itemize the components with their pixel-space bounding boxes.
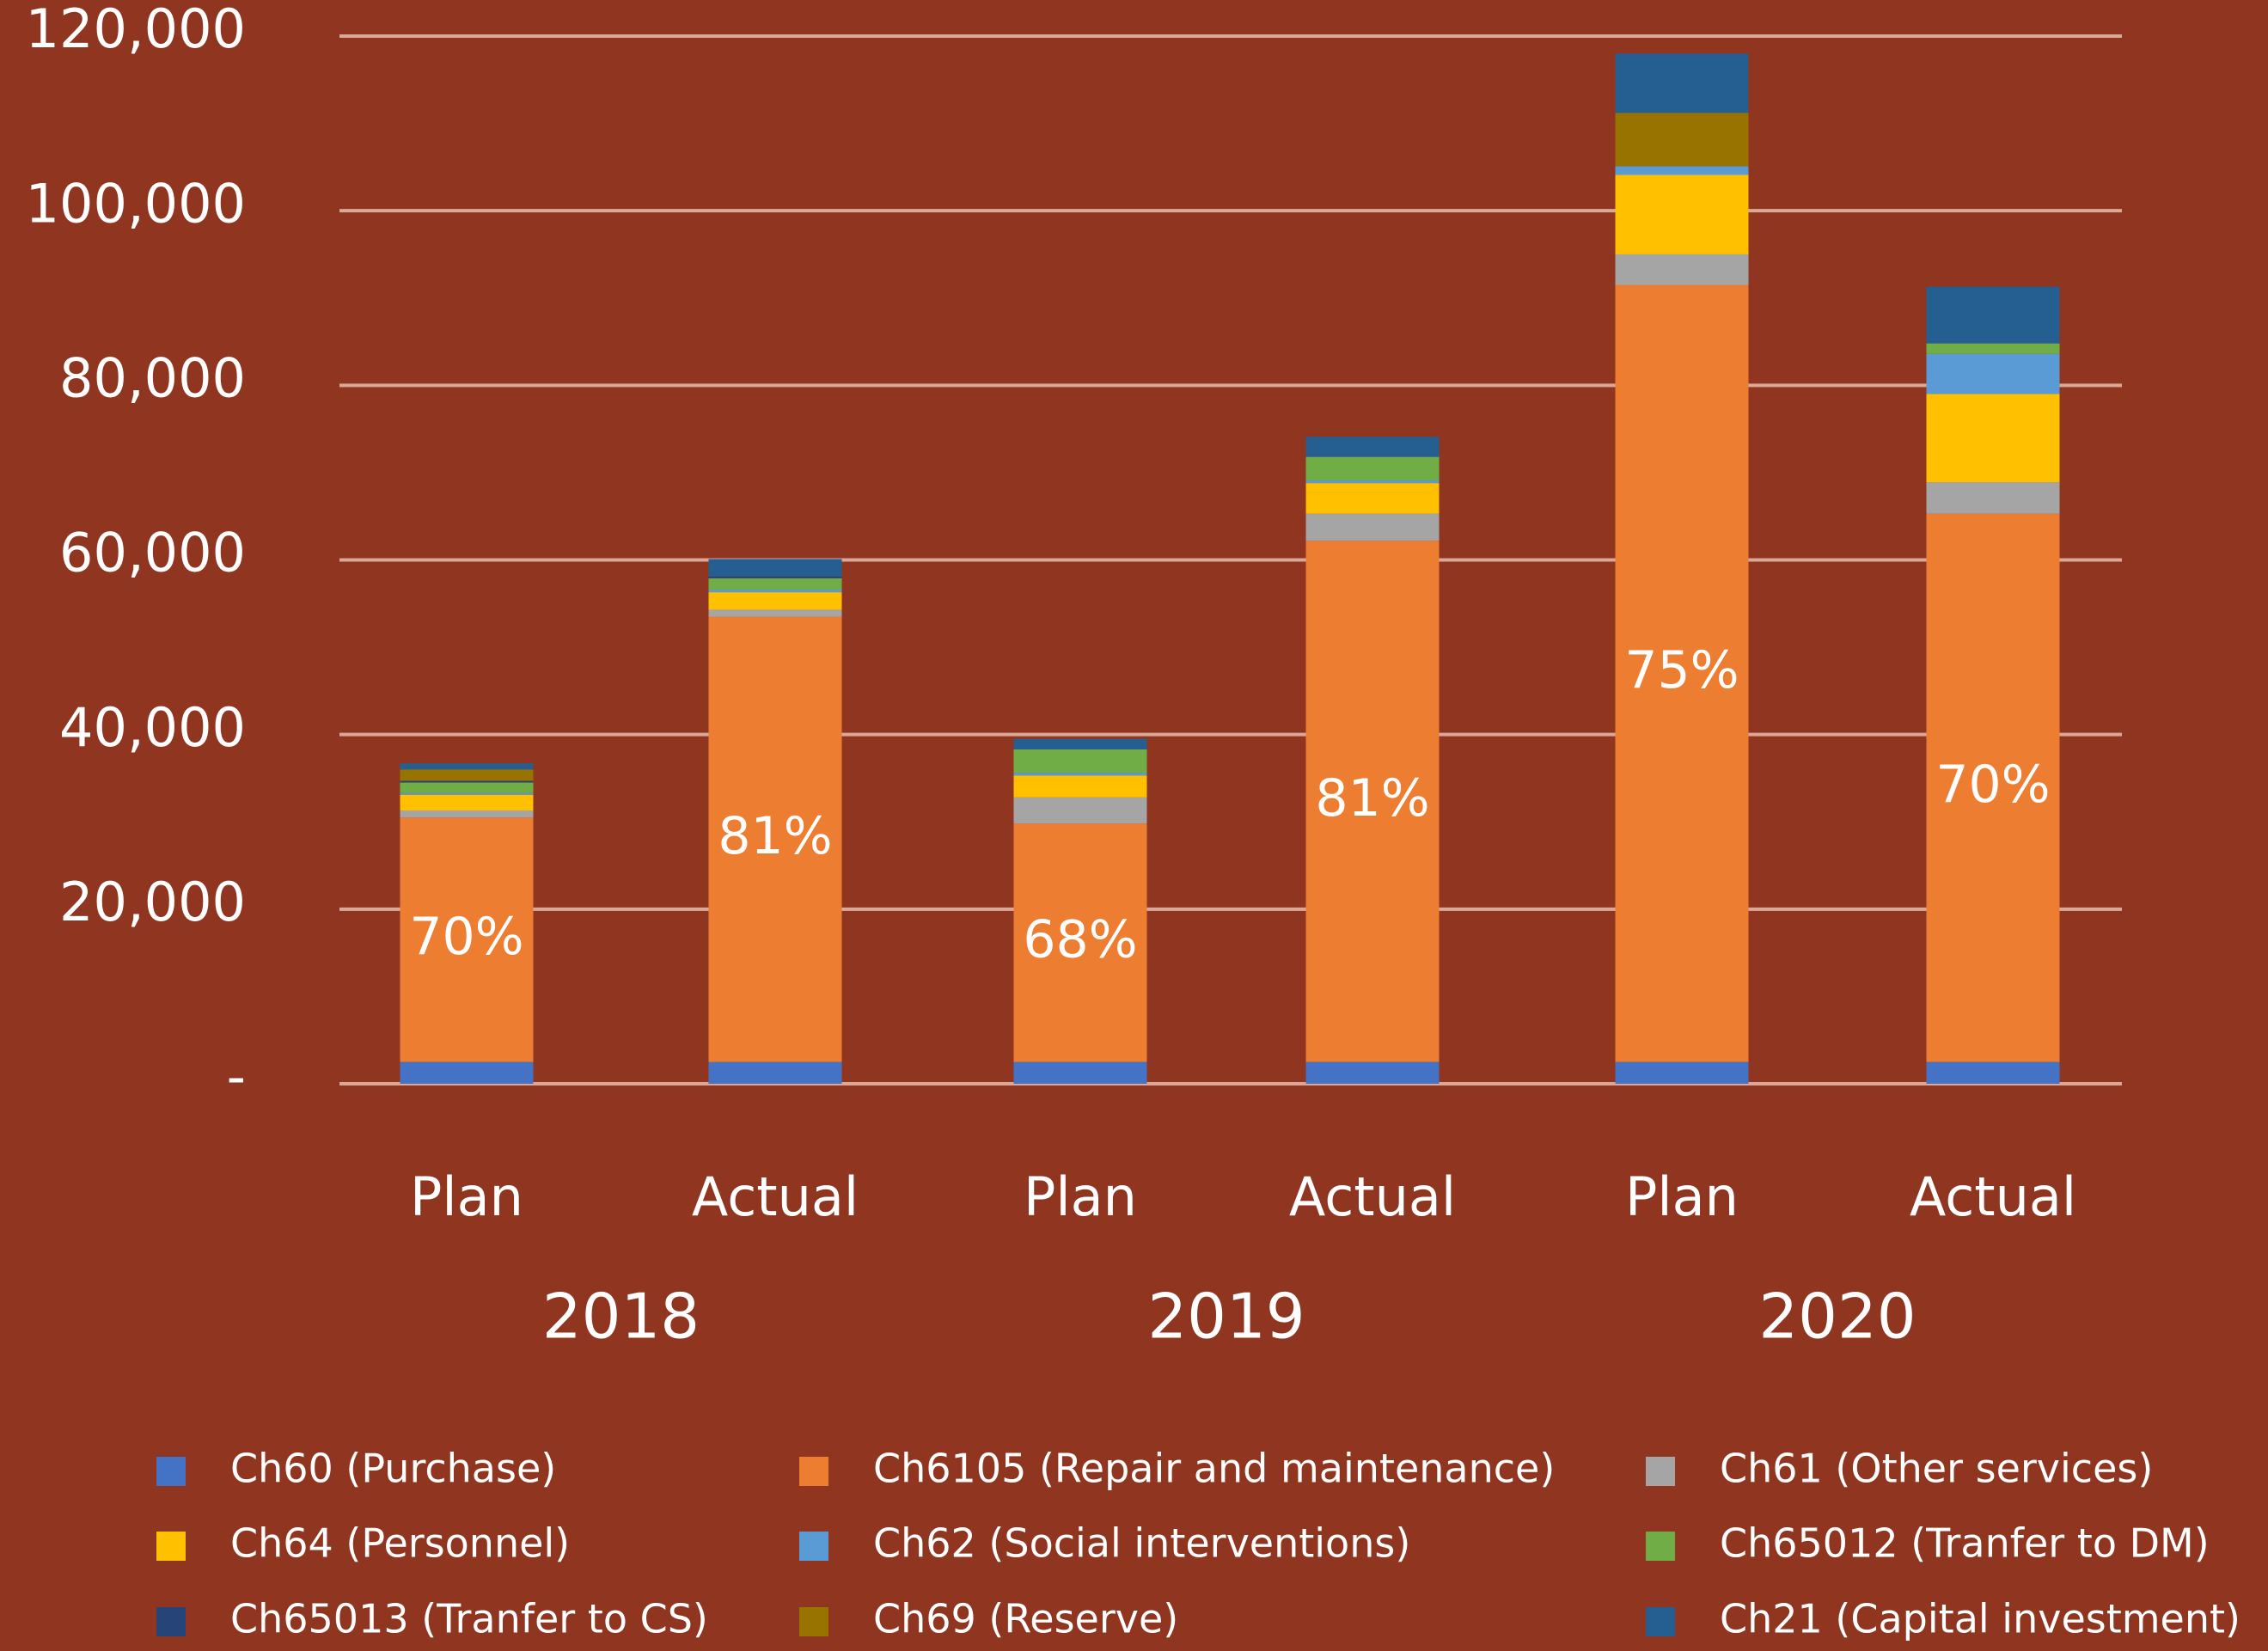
bar-segment <box>1926 482 2060 514</box>
share-label: 70% <box>1935 755 2050 815</box>
bar-segment <box>1305 1061 1440 1084</box>
legend-label: Ch21 (Capital investment) <box>1720 1596 2240 1642</box>
bar-segment <box>1013 797 1147 824</box>
legend-swatch <box>1646 1607 1675 1636</box>
group-label: 2018 <box>542 1281 700 1353</box>
y-tick-label: 20,000 <box>59 871 246 933</box>
bar-segment <box>1013 738 1147 749</box>
bar-segment <box>1013 773 1147 776</box>
bar-segment <box>1305 437 1440 457</box>
bar-segment <box>1013 775 1147 798</box>
bar-segment <box>400 780 534 783</box>
legend-label: Ch6105 (Repair and maintenance) <box>873 1446 1555 1492</box>
bar-segment <box>1615 174 1749 254</box>
legend-swatch <box>1646 1457 1675 1486</box>
legend-swatch <box>799 1457 828 1486</box>
y-tick-label: 60,000 <box>59 522 246 584</box>
share-label: 68% <box>1023 910 1137 970</box>
legend-label: Ch65012 (Tranfer to DM) <box>1720 1520 2210 1567</box>
legend-label: Ch60 (Purchase) <box>230 1446 556 1492</box>
bar-segment <box>1926 513 2060 1062</box>
legend-label: Ch62 (Social interventions) <box>873 1520 1410 1567</box>
bar-segment <box>400 817 534 1062</box>
bar-segment <box>400 794 534 811</box>
y-tick-label: - <box>227 1045 246 1108</box>
bar-segment <box>1926 394 2060 483</box>
bar-segment <box>1926 343 2060 354</box>
legend-label: Ch64 (Personnel) <box>230 1520 570 1567</box>
legend-swatch <box>156 1532 186 1561</box>
bar-segment <box>1615 113 1749 167</box>
share-label: 70% <box>409 907 523 967</box>
bar-segment <box>1926 1061 2060 1084</box>
share-label: 81% <box>1315 768 1429 829</box>
bar-segment <box>1013 823 1147 1062</box>
legend-swatch <box>156 1607 186 1636</box>
share-label: 81% <box>718 806 832 866</box>
bar-segment <box>400 763 534 770</box>
bar-segment <box>1615 53 1749 113</box>
bar-segment <box>400 1061 534 1084</box>
x-tick-label: Actual <box>692 1165 859 1228</box>
group-label: 2020 <box>1758 1281 1916 1353</box>
bar-segment <box>708 559 842 577</box>
bar-segment <box>708 616 842 1062</box>
y-tick-label: 100,000 <box>26 172 246 235</box>
bar-segment <box>1615 166 1749 175</box>
bar-segment <box>1926 353 2060 394</box>
bar-segment <box>1305 513 1440 541</box>
y-tick-label: 120,000 <box>26 0 246 60</box>
x-tick-label: Plan <box>1625 1165 1739 1228</box>
x-tick-label: Actual <box>1910 1165 2076 1228</box>
bar-segment <box>708 576 842 578</box>
bar-segment <box>708 1061 842 1084</box>
bar-segment <box>708 609 842 617</box>
bar-segment <box>1013 1061 1147 1084</box>
x-tick-label: Actual <box>1289 1165 1456 1228</box>
x-tick-label: Plan <box>410 1165 523 1228</box>
bar-segment <box>400 769 534 781</box>
legend-swatch <box>156 1457 186 1486</box>
bar-segment <box>1926 286 2060 344</box>
bar-segment <box>400 810 534 818</box>
bar-segment <box>708 590 842 593</box>
y-tick-label: 40,000 <box>59 696 246 759</box>
bar-segment <box>708 592 842 610</box>
legend-label: Ch61 (Other services) <box>1720 1446 2153 1492</box>
bar-segment <box>708 578 842 590</box>
y-tick-label: 80,000 <box>59 346 246 409</box>
bar-segment <box>400 792 534 795</box>
share-label: 75% <box>1624 640 1739 700</box>
bar-segment <box>1305 480 1440 484</box>
x-tick-label: Plan <box>1024 1165 1137 1228</box>
bar-segment <box>1615 1061 1749 1084</box>
bar-segment <box>1305 483 1440 514</box>
bar-segment <box>1305 456 1440 481</box>
group-label: 2019 <box>1147 1281 1305 1353</box>
legend-swatch <box>799 1532 828 1561</box>
legend-label: Ch65013 (Tranfer to CS) <box>230 1596 708 1642</box>
legend-label: Ch69 (Reserve) <box>873 1596 1178 1642</box>
bar-segment <box>1013 749 1147 774</box>
bar-segment <box>400 782 534 793</box>
bar-segment <box>1305 541 1440 1062</box>
bar-segment <box>1615 284 1749 1062</box>
legend-swatch <box>1646 1532 1675 1561</box>
bar-segment <box>1615 254 1749 285</box>
legend-swatch <box>799 1607 828 1636</box>
